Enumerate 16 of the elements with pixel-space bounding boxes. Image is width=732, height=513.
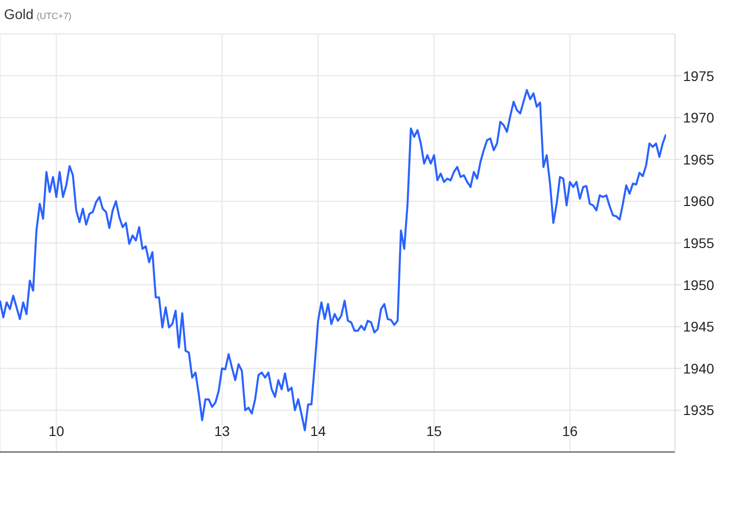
y-tick-label: 1955 [683,234,714,251]
x-tick-label: 16 [562,422,578,439]
chart-title: Gold [4,6,34,22]
y-tick-label: 1965 [683,151,714,168]
y-tick-label: 1935 [683,402,714,418]
y-tick-label: 1970 [683,110,714,126]
x-tick-label: 10 [48,422,64,439]
y-tick-label: 1960 [683,193,714,210]
x-tick-label: 14 [310,422,326,439]
x-tick-label: 15 [426,422,442,439]
y-tick-label: 1975 [683,68,714,84]
y-tick-label: 1950 [683,276,714,293]
chart-subtitle: (UTC+7) [36,11,72,21]
x-tick-label: 13 [214,422,230,439]
y-tick-label: 1945 [683,318,714,335]
y-tick-label: 1940 [683,360,714,376]
